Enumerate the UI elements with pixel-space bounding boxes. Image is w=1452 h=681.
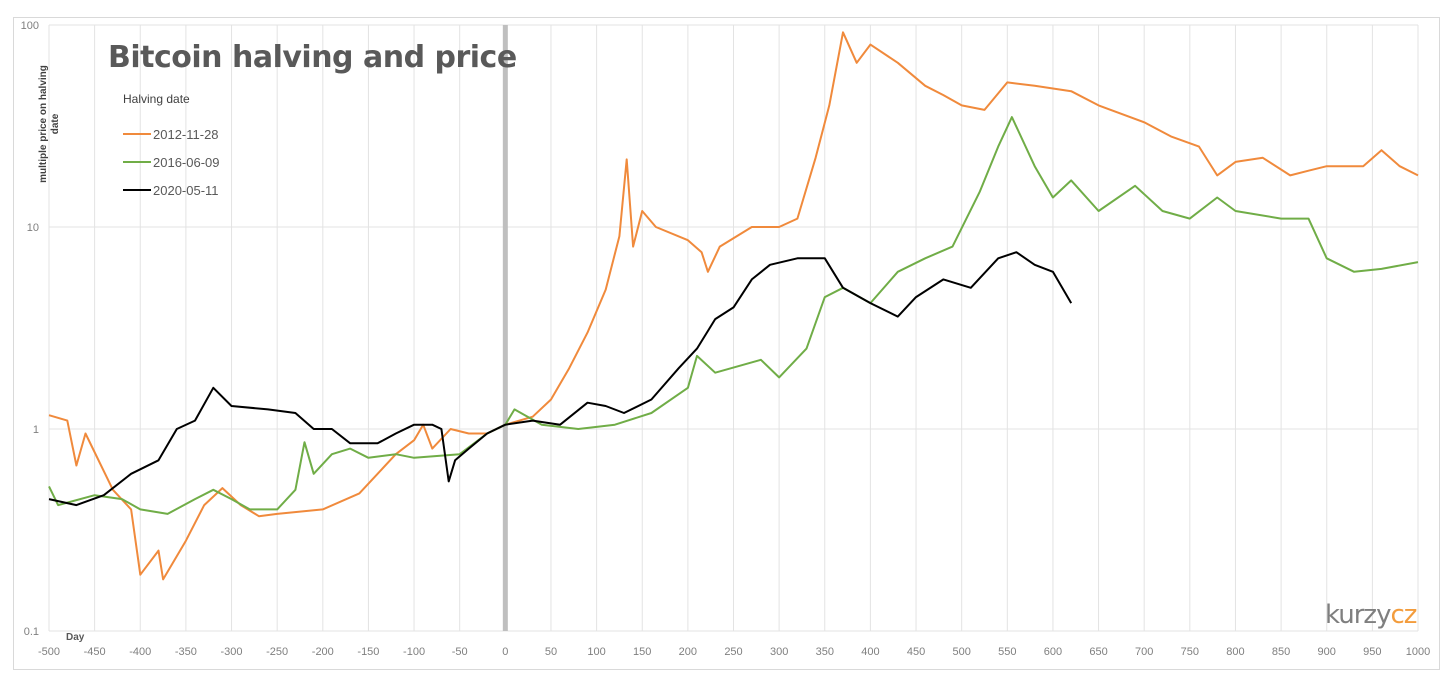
x-tick-label: -150	[357, 646, 379, 658]
x-tick-label: -100	[403, 646, 425, 658]
x-tick-label: 400	[861, 646, 879, 658]
x-tick-label: 550	[998, 646, 1016, 658]
x-tick-label: 450	[907, 646, 925, 658]
kurzy-logo: kurzycz	[1325, 600, 1417, 630]
x-axis-label: Day	[66, 632, 85, 643]
x-tick-label: 700	[1135, 646, 1153, 658]
x-tick-label: 350	[816, 646, 834, 658]
x-tick-label: 100	[587, 646, 605, 658]
legend-title: Halving date	[123, 92, 190, 106]
x-tick-label: -500	[38, 646, 60, 658]
x-tick-label: 200	[679, 646, 697, 658]
x-tick-label: 850	[1272, 646, 1290, 658]
x-tick-label: -200	[312, 646, 334, 658]
x-tick-label: 950	[1363, 646, 1381, 658]
legend-item-2016: 2016-06-09	[123, 148, 220, 176]
x-tick-label: 1000	[1406, 646, 1430, 658]
series-line-2016-06-09	[48, 116, 1419, 515]
chart-frame	[13, 17, 1440, 670]
x-tick-label: -50	[452, 646, 468, 658]
x-tick-label: 650	[1089, 646, 1107, 658]
x-tick-label: -400	[129, 646, 151, 658]
x-tick-label: -250	[266, 646, 288, 658]
x-tick-label: 750	[1181, 646, 1199, 658]
x-tick-label: -300	[221, 646, 243, 658]
x-tick-label: 0	[502, 646, 508, 658]
legend-item-2012: 2012-11-28	[123, 120, 220, 148]
x-tick-label: 250	[724, 646, 742, 658]
legend-swatch	[123, 189, 151, 191]
y-axis-label: multiple price on halving date	[38, 65, 61, 183]
y-tick-label: 0.1	[24, 626, 39, 638]
x-tick-label: 500	[952, 646, 970, 658]
legend-label: 2020-05-11	[153, 182, 219, 198]
x-tick-label: 300	[770, 646, 788, 658]
legend-swatch	[123, 161, 151, 163]
y-tick-label: 1	[33, 424, 39, 436]
legend-item-2020: 2020-05-11	[123, 176, 220, 204]
series-line-2012-11-28	[48, 31, 1419, 581]
x-tick-label: 900	[1318, 646, 1336, 658]
y-tick-label: 10	[27, 222, 39, 234]
x-tick-label: 600	[1044, 646, 1062, 658]
x-tick-label: 150	[633, 646, 651, 658]
x-tick-label: 800	[1226, 646, 1244, 658]
x-tick-label: -350	[175, 646, 197, 658]
legend-label: 2012-11-28	[153, 126, 219, 142]
legend-swatch	[123, 133, 151, 135]
series-line-2020-05-11	[48, 251, 1073, 507]
legend-label: 2016-06-09	[153, 154, 220, 170]
x-tick-label: 50	[545, 646, 557, 658]
y-tick-label: 100	[21, 20, 39, 32]
x-tick-label: -450	[84, 646, 106, 658]
legend: Halving date 2012-11-28 2016-06-09 2020-…	[123, 92, 220, 204]
chart-title: Bitcoin halving and price	[108, 40, 517, 75]
